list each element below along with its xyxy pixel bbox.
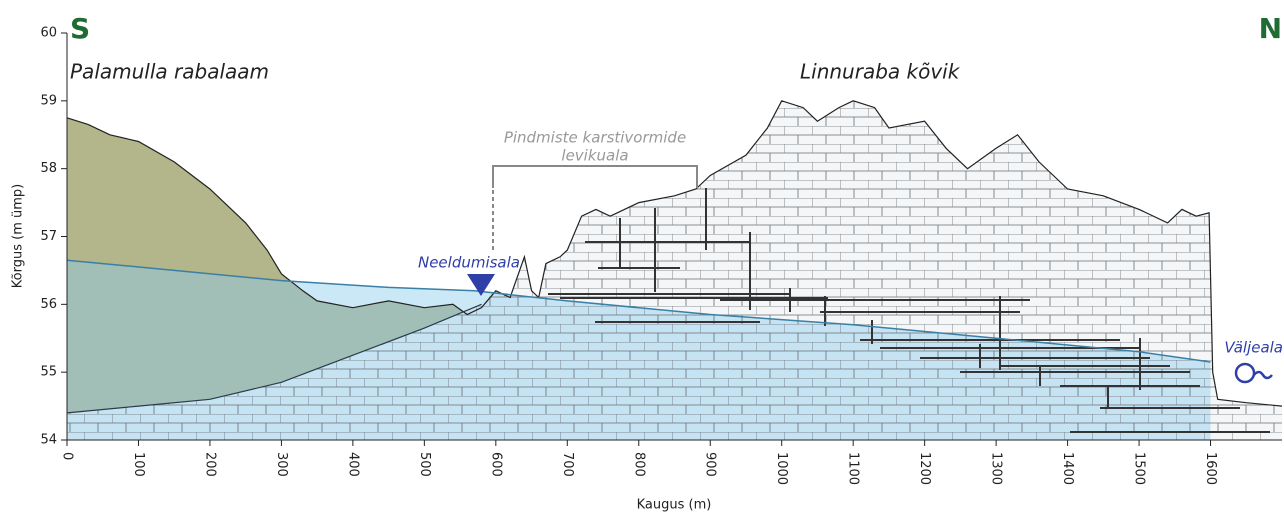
x-tick-label: 300 [274, 452, 289, 477]
annotation: levikuala [561, 147, 628, 165]
spring-marker [1236, 364, 1272, 382]
x-tick-label: 0 [60, 452, 75, 460]
y-axis-label: Kõrgus (m ümp) [11, 184, 26, 288]
x-tick-label: 1300 [989, 452, 1004, 485]
y-tick-label: 59 [40, 93, 57, 108]
direction: S [70, 12, 90, 45]
bracket [493, 166, 697, 188]
x-tick-label: 100 [131, 452, 146, 477]
x-tick-label: 1200 [917, 452, 932, 485]
annotation: Palamulla rabalaam [70, 60, 269, 84]
annotation: Linnuraba kõvik [800, 60, 961, 84]
x-tick-label: 900 [703, 452, 718, 477]
y-tick-label: 54 [40, 433, 57, 448]
x-tick-label: 500 [417, 452, 432, 477]
y-tick-label: 55 [40, 365, 57, 380]
x-tick-label: 1100 [846, 452, 861, 485]
x-tick-label: 200 [202, 452, 217, 477]
annotation: Väljeala [1224, 339, 1283, 357]
x-tick-label: 1400 [1060, 452, 1075, 485]
cross-section-chart: 0 100 200 300 400 500 600 700 800 900 1000 1100 1200… [0, 0, 1284, 515]
x-tick-label: 1600 [1203, 452, 1218, 485]
y-tick-label: 60 [40, 26, 57, 41]
y-tick-label: 58 [40, 161, 57, 176]
x-tick-label: 700 [560, 452, 575, 477]
x-tick-label: 800 [631, 452, 646, 477]
x-tick-label: 400 [345, 452, 360, 477]
annotation: Neeldumisala [418, 254, 520, 272]
annotation: Pindmiste karstivormide [504, 129, 686, 147]
y-tick-label: 56 [40, 297, 57, 312]
x-tick-label: 600 [488, 452, 503, 477]
x-tick-label: 1500 [1132, 452, 1147, 485]
x-tick-label: 1000 [774, 452, 789, 485]
y-tick-label: 57 [40, 229, 57, 244]
x-axis-label: Kaugus (m) [637, 498, 712, 513]
direction: N [1259, 12, 1282, 45]
